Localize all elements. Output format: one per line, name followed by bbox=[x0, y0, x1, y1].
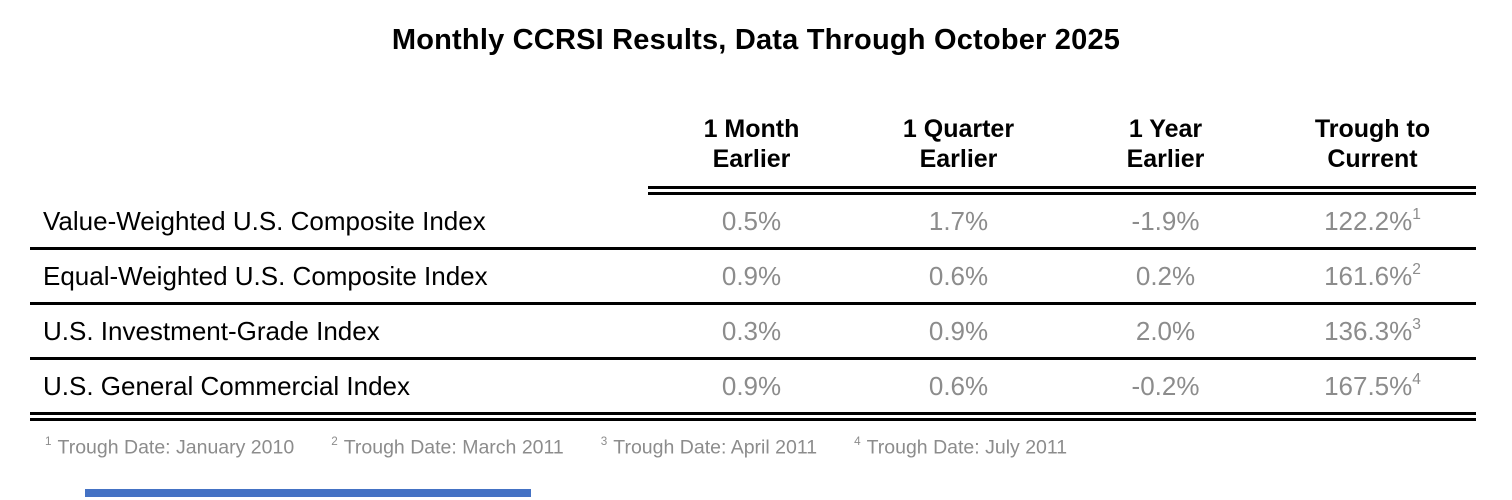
footnote-ref-marker: 4 bbox=[1412, 370, 1421, 388]
column-header-line: Earlier bbox=[919, 145, 998, 173]
page-title: Monthly CCRSI Results, Data Through Octo… bbox=[391, 24, 1121, 56]
column-header-1-year: 1 Year Earlier bbox=[1062, 114, 1269, 174]
ccrsi-results-table: 1 Month Earlier 1 Quarter Earlier 1 Year… bbox=[30, 104, 1476, 421]
footnote: 3 Trough Date: April 2011 bbox=[600, 435, 818, 460]
cell-value-text: 167.5% bbox=[1324, 370, 1413, 401]
footnote-ref: 2 bbox=[331, 435, 338, 448]
cell-value: 0.6% bbox=[928, 370, 989, 401]
column-header-line: 1 Year bbox=[1128, 115, 1203, 143]
row-label: Equal-Weighted U.S. Composite Index bbox=[43, 260, 488, 291]
table-row: U.S. General Commercial Index 0.9% 0.6% … bbox=[30, 360, 1476, 412]
footnote: 4 Trough Date: July 2011 bbox=[854, 435, 1068, 460]
cell-value: 161.6%2 bbox=[1269, 261, 1476, 292]
cell-value: 0.5% bbox=[721, 205, 782, 236]
footnote-ref-marker: 1 bbox=[1412, 205, 1421, 223]
cell-value: -1.9% bbox=[1131, 205, 1200, 236]
cell-value: 0.3% bbox=[721, 315, 782, 346]
column-header-line: 1 Quarter bbox=[902, 115, 1015, 143]
footnote-text: Trough Date: July 2011 bbox=[866, 436, 1068, 459]
row-label: U.S. Investment-Grade Index bbox=[43, 315, 380, 346]
footnote-text: Trough Date: January 2010 bbox=[57, 436, 295, 459]
footnote-text: Trough Date: April 2011 bbox=[613, 436, 818, 459]
table-row: Value-Weighted U.S. Composite Index 0.5%… bbox=[30, 195, 1476, 247]
cell-value: 136.3%3 bbox=[1269, 316, 1476, 347]
footnote: 1 Trough Date: January 2010 bbox=[45, 435, 295, 460]
column-header-1-quarter: 1 Quarter Earlier bbox=[855, 114, 1062, 174]
cell-value: 167.5%4 bbox=[1269, 371, 1476, 402]
cell-value: 0.6% bbox=[928, 260, 989, 291]
cell-value: 0.9% bbox=[928, 315, 989, 346]
row-divider bbox=[30, 357, 1476, 360]
row-divider bbox=[30, 302, 1476, 305]
column-header-line: Earlier bbox=[712, 145, 791, 173]
cell-value-text: 136.3% bbox=[1324, 315, 1413, 346]
cell-value: 2.0% bbox=[1135, 315, 1196, 346]
footnote: 2 Trough Date: March 2011 bbox=[331, 435, 564, 460]
cell-value-text: 122.2% bbox=[1324, 205, 1413, 236]
column-header-line: Trough to bbox=[1314, 115, 1431, 143]
row-label: U.S. General Commercial Index bbox=[43, 370, 411, 401]
cell-value: 0.9% bbox=[721, 370, 782, 401]
table-row: Equal-Weighted U.S. Composite Index 0.9%… bbox=[30, 250, 1476, 302]
bottom-accent-bar bbox=[85, 489, 531, 497]
column-header-line: Earlier bbox=[1126, 145, 1205, 173]
footnotes: 1 Trough Date: January 2010 2 Trough Date:… bbox=[45, 435, 1068, 460]
cell-value: 0.2% bbox=[1135, 260, 1196, 291]
row-label: Value-Weighted U.S. Composite Index bbox=[43, 205, 486, 236]
cell-value: 1.7% bbox=[928, 205, 989, 236]
cell-value: -0.2% bbox=[1131, 370, 1200, 401]
table-bottom-double-rule bbox=[30, 412, 1476, 421]
column-header-1-month: 1 Month Earlier bbox=[648, 114, 855, 174]
table-header-row: 1 Month Earlier 1 Quarter Earlier 1 Year… bbox=[30, 104, 1476, 186]
column-header-trough-to-current: Trough to Current bbox=[1269, 114, 1476, 174]
footnote-ref-marker: 3 bbox=[1412, 315, 1421, 333]
table-row: U.S. Investment-Grade Index 0.3% 0.9% 2.… bbox=[30, 305, 1476, 357]
row-divider bbox=[30, 247, 1476, 250]
cell-value-text: 161.6% bbox=[1324, 260, 1413, 291]
footnote-ref: 4 bbox=[854, 435, 861, 448]
column-header-line: 1 Month bbox=[703, 115, 800, 143]
footnote-text: Trough Date: March 2011 bbox=[343, 436, 564, 459]
cell-value: 122.2%1 bbox=[1269, 206, 1476, 237]
footnote-ref: 1 bbox=[45, 435, 52, 448]
header-double-rule bbox=[648, 186, 1476, 195]
footnote-ref-marker: 2 bbox=[1412, 260, 1421, 278]
footnote-ref: 3 bbox=[600, 435, 608, 448]
column-header-line: Current bbox=[1327, 145, 1418, 173]
cell-value: 0.9% bbox=[721, 260, 782, 291]
